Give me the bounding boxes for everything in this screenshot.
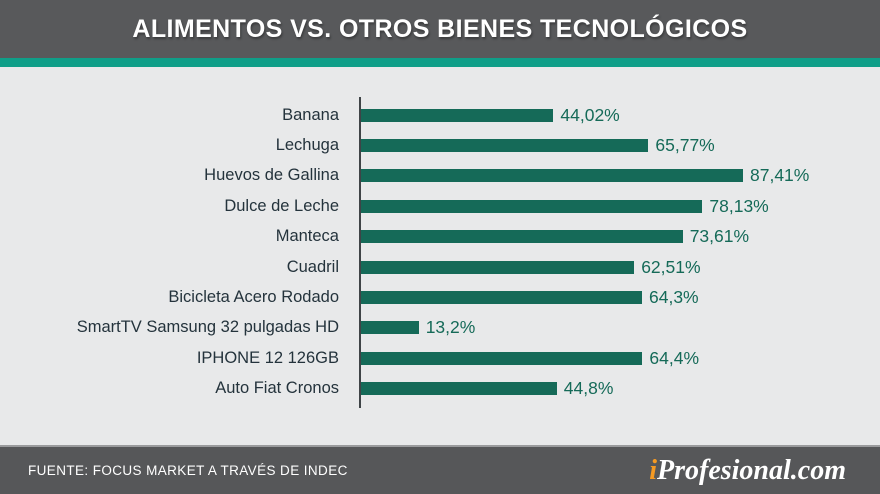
bar-track: 64,4% [347, 348, 880, 369]
footer: FUENTE: FOCUS MARKET A TRAVÉS DE INDEC i… [0, 445, 880, 494]
bar-track: 62,51% [347, 257, 880, 278]
logo-rest: Profesional.com [657, 454, 846, 486]
category-label: Auto Fiat Cronos [215, 379, 339, 398]
category-label: Bicicleta Acero Rodado [168, 288, 339, 307]
category-label: Banana [282, 105, 339, 124]
y-axis-line [359, 97, 361, 408]
category-label: Cuadril [286, 257, 339, 276]
bar [361, 139, 649, 153]
bar [361, 291, 642, 305]
chart-row: Banana 44,02% [0, 100, 880, 130]
category-label: SmartTV Samsung 32 pulgadas HD [76, 318, 339, 337]
value-label: 44,02% [560, 104, 620, 125]
page-title: ALIMENTOS VS. OTROS BIENES TECNOLÓGICOS [132, 14, 748, 43]
chart-row: Dulce de Leche 78,13% [0, 191, 880, 221]
bar-track: 64,3% [347, 287, 880, 308]
bar [361, 382, 557, 396]
value-label: 65,77% [655, 135, 715, 156]
category-label: Lechuga [275, 136, 339, 155]
bar [361, 351, 643, 365]
chart-row: SmartTV Samsung 32 pulgadas HD 13,2% [0, 313, 880, 343]
value-label: 44,8% [563, 378, 614, 399]
bar [361, 260, 635, 274]
value-label: 78,13% [709, 195, 769, 216]
bar-track: 13,2% [347, 317, 880, 338]
bar-track: 78,13% [347, 196, 880, 217]
chart-row: Auto Fiat Cronos 44,8% [0, 374, 880, 404]
bar [361, 108, 554, 122]
category-label: Dulce de Leche [224, 196, 339, 215]
category-label: IPHONE 12 126GB [196, 348, 339, 367]
chart-area: Banana 44,02% Lechuga 65,77% Huevos de G… [0, 67, 880, 445]
bar [361, 230, 683, 244]
bar [361, 199, 703, 213]
value-label: 73,61% [689, 226, 750, 247]
value-label: 62,51% [641, 256, 701, 277]
chart-row: Bicicleta Acero Rodado 64,3% [0, 282, 880, 312]
chart-row: Manteca 73,61% [0, 222, 880, 252]
bar-track: 65,77% [347, 135, 880, 156]
bar [361, 169, 743, 183]
value-label: 87,41% [750, 165, 810, 186]
header: ALIMENTOS VS. OTROS BIENES TECNOLÓGICOS [0, 0, 880, 58]
source-attribution: FUENTE: FOCUS MARKET A TRAVÉS DE INDEC [28, 463, 348, 478]
chart-row: IPHONE 12 126GB 64,4% [0, 343, 880, 373]
value-label: 64,4% [649, 347, 700, 368]
chart-row: Cuadril 62,51% [0, 252, 880, 282]
bar [361, 321, 419, 335]
chart-rows: Banana 44,02% Lechuga 65,77% Huevos de G… [0, 100, 880, 404]
chart-row: Lechuga 65,77% [0, 130, 880, 160]
bar-track: 73,61% [347, 226, 880, 247]
value-label: 64,3% [649, 287, 699, 308]
bar-track: 87,41% [347, 165, 880, 186]
bar-track: 44,8% [347, 378, 880, 399]
value-label: 13,2% [425, 317, 476, 338]
category-label: Manteca [275, 227, 339, 246]
iprofesional-logo: iProfesional.com [649, 455, 846, 487]
accent-divider [0, 58, 880, 67]
bar-chart: Banana 44,02% Lechuga 65,77% Huevos de G… [0, 97, 880, 408]
chart-row: Huevos de Gallina 87,41% [0, 161, 880, 191]
category-label: Huevos de Gallina [204, 166, 339, 185]
logo-prefix: i [649, 454, 657, 486]
bar-track: 44,02% [347, 105, 880, 126]
